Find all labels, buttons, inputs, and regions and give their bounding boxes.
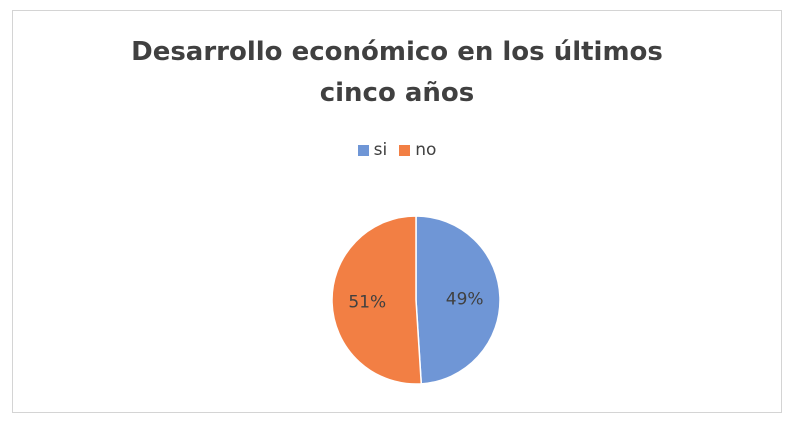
chart-title-line-1: Desarrollo económico en los últimos xyxy=(131,37,663,67)
pie-label-no: 51% xyxy=(348,293,386,313)
legend-swatch-si xyxy=(357,144,369,156)
legend-label-no: no xyxy=(415,140,437,160)
pie-label-si: 49% xyxy=(446,289,484,309)
pie-slice-no xyxy=(331,215,423,385)
pie-slice-si xyxy=(415,215,501,385)
chart-title-line-2: cinco años xyxy=(319,78,475,108)
legend-item-no: no xyxy=(399,140,436,160)
chart-title: Desarrollo económico en los últimos cinc… xyxy=(0,32,794,114)
legend-label-si: si xyxy=(373,140,388,160)
chart-legend: si no xyxy=(0,140,794,160)
legend-swatch-no xyxy=(399,144,411,156)
legend-item-si: si xyxy=(357,140,388,160)
